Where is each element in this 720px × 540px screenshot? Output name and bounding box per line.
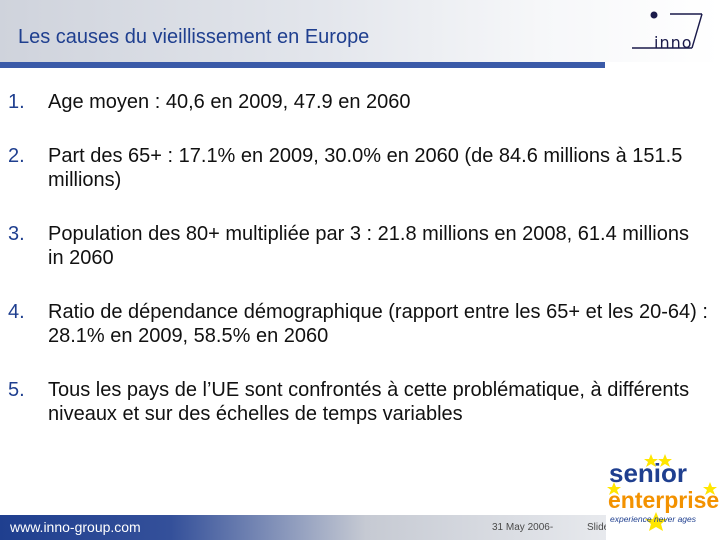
list-text: Population des 80+ multipliée par 3 : 21… <box>48 223 689 269</box>
inno-logo-text: inno <box>654 33 693 52</box>
list-item: 5. Tous les pays de l’UE sont confrontés… <box>8 378 708 426</box>
badge-tagline: experience never ages <box>610 514 697 524</box>
list-text: Age moyen : 40,6 en 2009, 47.9 en 2060 <box>48 91 411 113</box>
list-number: 5. <box>8 379 25 401</box>
footer-date: 31 May 2006- <box>492 522 554 533</box>
list-number: 4. <box>8 301 25 323</box>
inno-logo <box>632 11 703 49</box>
list-number: 1. <box>8 91 25 113</box>
title-underline <box>0 62 605 68</box>
footer-bar <box>0 515 610 540</box>
footer-slide-label: Slide <box>587 522 610 533</box>
title-band <box>0 0 720 62</box>
list-item: 3. Population des 80+ multipliée par 3 :… <box>8 222 708 270</box>
badge-line2: enterprise <box>608 487 719 513</box>
list-number: 3. <box>8 223 25 245</box>
footer-url-link[interactable]: www.inno-group.com <box>10 519 141 535</box>
slide-title: Les causes du vieillissement en Europe <box>18 26 370 48</box>
list-item: 1. Age moyen : 40,6 en 2009, 47.9 en 206… <box>8 90 708 114</box>
senior-enterprise-logo: senior enterprise experience never ages <box>606 452 720 540</box>
badge-line1: senior <box>609 458 687 488</box>
list-number: 2. <box>8 145 25 167</box>
list-text: Part des 65+ : 17.1% en 2009, 30.0% en 2… <box>48 145 683 191</box>
list-text: Tous les pays de l’UE sont confrontés à … <box>48 379 690 425</box>
list-text: Ratio de dépendance démographique (rappo… <box>48 301 708 347</box>
list-item: 4. Ratio de dépendance démographique (ra… <box>8 300 708 348</box>
bullet-list: 1. Age moyen : 40,6 en 2009, 47.9 en 206… <box>8 90 708 456</box>
list-item: 2. Part des 65+ : 17.1% en 2009, 30.0% e… <box>8 144 708 192</box>
